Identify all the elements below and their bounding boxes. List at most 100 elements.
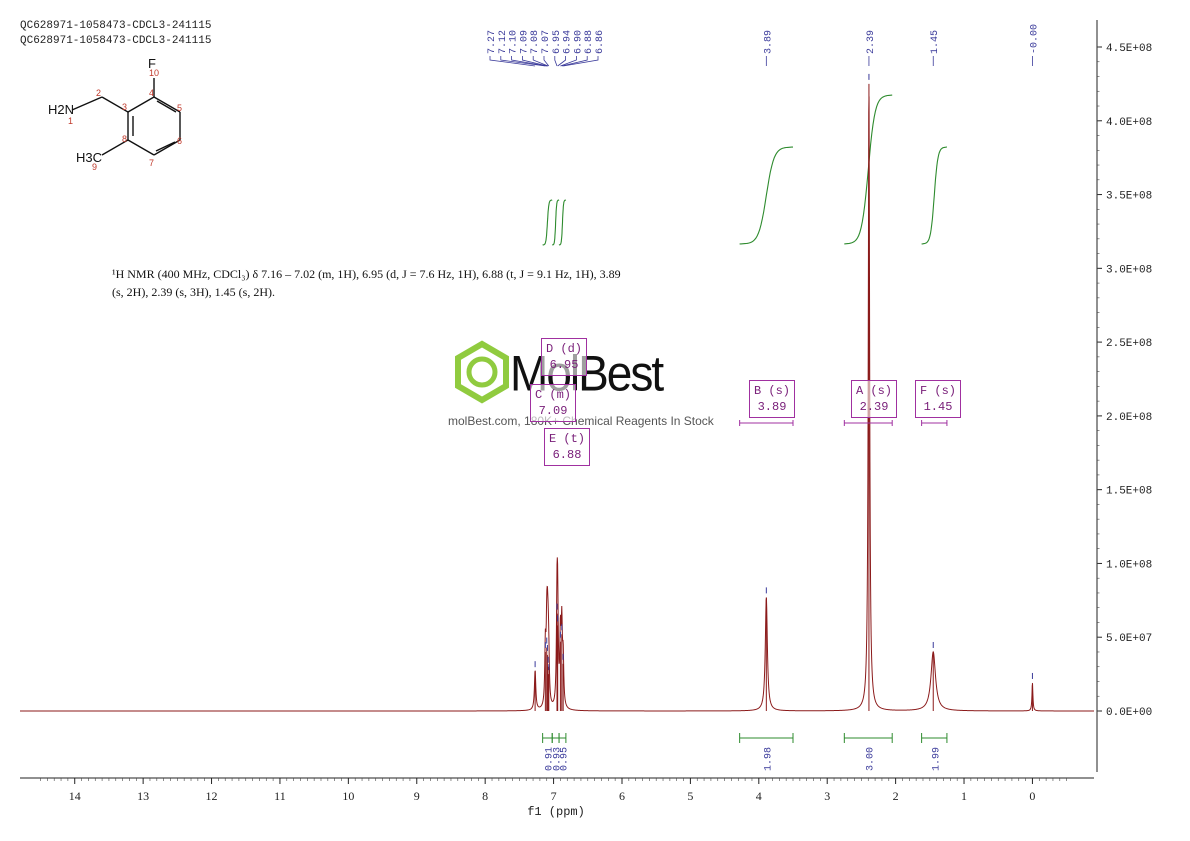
x-tick-label: 2 [893, 789, 899, 803]
x-tick-label: 8 [482, 789, 488, 803]
peak-label-leader [532, 56, 549, 67]
atom-number-6: 6 [177, 136, 182, 146]
peak-label: 7.07 [541, 30, 552, 54]
atom-number-7: 7 [149, 158, 154, 168]
y-tick-label: 4.0E+08 [1106, 117, 1152, 129]
x-tick-label: 6 [619, 789, 625, 803]
y-tick-label: 1.0E+08 [1106, 559, 1152, 571]
integral-curve [551, 199, 560, 246]
peak-label: 3.89 [763, 30, 774, 54]
peak-box-a: A (s) 2.39 [851, 380, 898, 418]
peak-label: 2.39 [866, 30, 877, 54]
integral-curve [739, 146, 793, 245]
y-tick-label: 0.0E+00 [1106, 707, 1152, 719]
y-tick-label: 4.5E+08 [1106, 43, 1152, 55]
amine-group: H2N [48, 102, 74, 117]
peak-label-leader [511, 56, 547, 67]
peak-label: 7.08 [530, 30, 541, 54]
peak-box-c-label: C (m) [535, 388, 572, 402]
nmr-description-line-1: ¹H NMR (400 MHz, CDCl₃) δ 7.16 – 7.02 (m… [112, 267, 621, 281]
peak-label: 6.86 [595, 30, 606, 54]
peak-label: -0.00 [1029, 24, 1040, 54]
atom-number-3: 3 [122, 102, 127, 112]
peak-label-leader [489, 56, 536, 67]
peak-label-leader [543, 56, 550, 67]
x-tick-label: 14 [69, 789, 81, 803]
peak-label-leader [563, 56, 599, 67]
integral-value: 1.99 [931, 747, 942, 771]
x-tick-label: 13 [137, 789, 149, 803]
peak-box-e-label: E (t) [549, 432, 586, 446]
peak-label-leader [554, 56, 558, 67]
peak-label: 6.88 [584, 30, 595, 54]
peak-box-e-value: 6.88 [552, 448, 582, 462]
x-tick-label: 11 [274, 789, 286, 803]
peak-box-f: F (s) 1.45 [915, 380, 962, 418]
x-tick-label: 7 [551, 789, 557, 803]
peak-label: 7.10 [509, 30, 520, 54]
peak-label-leader [522, 56, 548, 67]
peak-label: 6.95 [552, 30, 563, 54]
x-axis-label: f1 (ppm) [527, 805, 585, 819]
peak-box-a-value: 2.39 [859, 400, 889, 414]
atom-number-1: 1 [68, 116, 73, 126]
peak-box-d-label: D (d) [546, 342, 583, 356]
peak-box-e: E (t) 6.88 [544, 428, 591, 466]
y-tick-label: 1.5E+08 [1106, 486, 1152, 498]
peak-box-c-value: 7.09 [538, 404, 568, 418]
x-tick-label: 10 [342, 789, 354, 803]
sample-id-line-2: QC628971-1058473-CDCL3-241115 [20, 35, 212, 47]
integral-value: 3.00 [865, 747, 876, 771]
peak-box-a-label: A (s) [856, 384, 893, 398]
integral-curve [542, 199, 553, 246]
spectrum-line [20, 96, 1094, 712]
peak-box-c: C (m) 7.09 [530, 384, 577, 422]
peak-label-leader [561, 56, 588, 67]
peak-label: 6.90 [573, 30, 584, 54]
peak-label: 6.94 [563, 30, 574, 54]
integral-value: 0.93 [553, 747, 564, 771]
peak-label-leader [557, 56, 566, 67]
peak-label: 7.12 [498, 30, 509, 54]
peak-box-b: B (s) 3.89 [749, 380, 796, 418]
peak-box-b-value: 3.89 [757, 400, 787, 414]
atom-number-5: 5 [177, 103, 182, 113]
y-tick-label: 3.0E+08 [1106, 264, 1152, 276]
x-tick-label: 1 [961, 789, 967, 803]
peak-box-d: D (d) 6.95 [541, 338, 588, 376]
integral-value: 1.98 [763, 747, 774, 771]
peak-box-f-value: 1.45 [923, 400, 953, 414]
integral-value: 0.91 [544, 747, 555, 771]
atom-number-4: 4 [149, 88, 154, 98]
peak-label: 1.45 [930, 30, 941, 54]
integral-curve [921, 146, 947, 245]
molbest-logo-icon [455, 340, 509, 404]
y-tick-label: 2.5E+08 [1106, 338, 1152, 350]
x-tick-label: 5 [687, 789, 693, 803]
peak-label-leader [560, 56, 577, 67]
integral-value: 0.95 [559, 747, 570, 771]
atom-number-2: 2 [96, 88, 101, 98]
nmr-description-line-2: (s, 2H), 2.39 (s, 3H), 1.45 (s, 2H). [112, 285, 275, 299]
peak-box-b-label: B (s) [754, 384, 791, 398]
peak-box-d-value: 6.95 [549, 358, 579, 372]
y-tick-label: 3.5E+08 [1106, 191, 1152, 203]
atom-number-9: 9 [92, 162, 97, 172]
molecular-structure: F H2N H3C 1 2 3 4 5 6 7 8 9 10 [48, 56, 182, 172]
watermark-tagline: molBest.com, 180K+ Chemical Reagents In … [448, 414, 714, 428]
peak-label: 7.09 [519, 30, 530, 54]
peak-label-leader [500, 56, 546, 67]
y-tick-label: 2.0E+08 [1106, 412, 1152, 424]
integral-curve [558, 199, 567, 246]
peak-box-f-label: F (s) [920, 384, 957, 398]
sample-id-line-1: QC628971-1058473-CDCL3-241115 [20, 20, 212, 32]
peak-label: 7.27 [487, 30, 498, 54]
atom-number-8: 8 [122, 134, 127, 144]
x-tick-label: 9 [414, 789, 420, 803]
x-tick-label: 4 [756, 789, 762, 803]
x-tick-label: 3 [824, 789, 830, 803]
x-tick-label: 0 [1029, 789, 1035, 803]
atom-number-10: 10 [149, 68, 159, 78]
